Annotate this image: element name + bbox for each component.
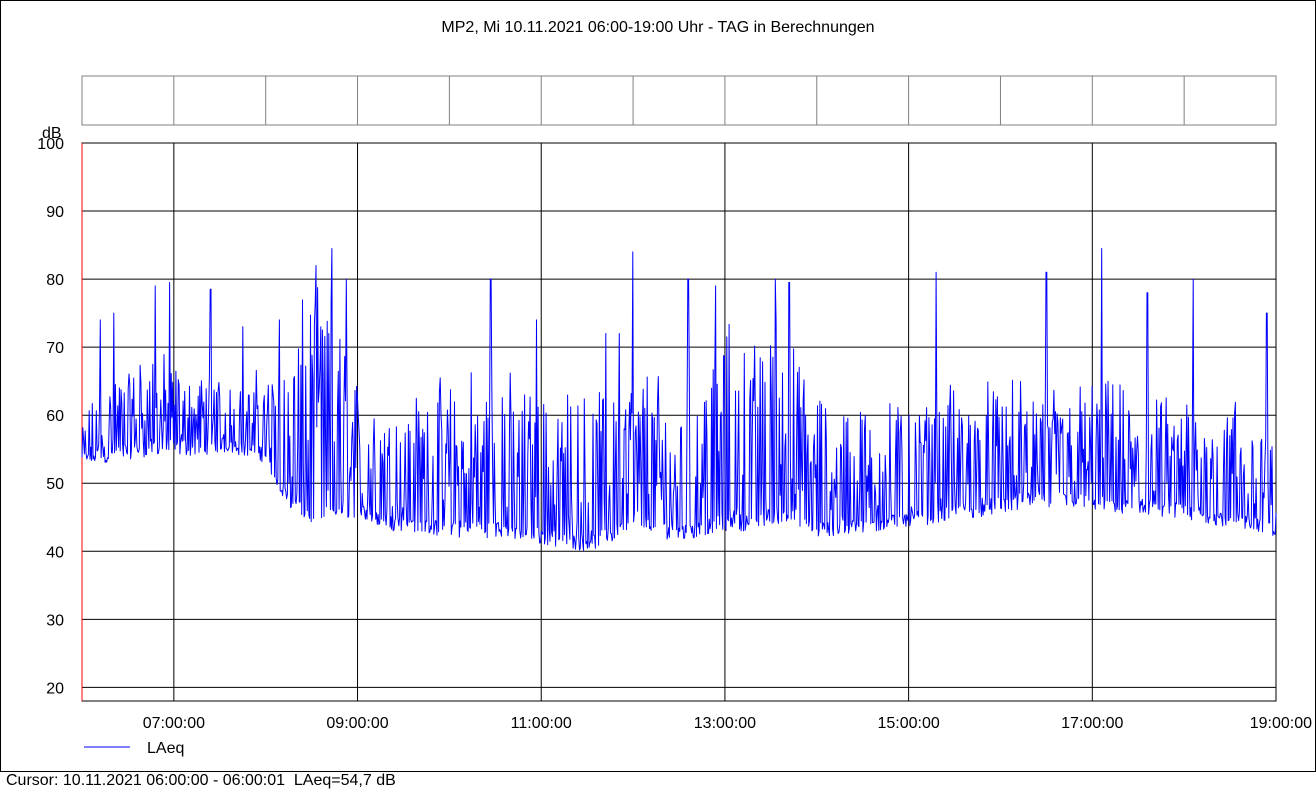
y-tick-label: 30 xyxy=(46,612,64,629)
y-tick-label: 80 xyxy=(46,272,64,289)
y-tick-label: 20 xyxy=(46,680,64,697)
y-tick-label: 50 xyxy=(46,476,64,493)
legend: LAeq xyxy=(84,740,184,757)
y-tick-label: 70 xyxy=(46,340,64,357)
event-strip-frame xyxy=(81,75,1277,126)
y-tick-label: 90 xyxy=(46,204,64,221)
event-strip-dividers xyxy=(173,76,1185,125)
x-tick-label: 13:00:00 xyxy=(694,715,756,732)
x-tick-label: 09:00:00 xyxy=(326,715,388,732)
x-tick-label: 11:00:00 xyxy=(511,715,572,732)
y-tick-labels: 100 90 80 70 60 50 40 30 20 xyxy=(37,136,64,697)
x-tick-label: 17:00:00 xyxy=(1061,715,1123,732)
event-strip xyxy=(81,75,1277,126)
y-axis-label: dB xyxy=(42,125,62,142)
cursor-label: Cursor: 10.11.2021 06:00:00 - 06:00:01 xyxy=(6,772,286,789)
x-tick-label: 19:00:00 xyxy=(1250,715,1312,732)
chart-title: MP2, Mi 10.11.2021 06:00-19:00 Uhr - TAG… xyxy=(441,19,874,36)
y-tick-label: 60 xyxy=(46,408,64,425)
cursor-status: Cursor: 10.11.2021 06:00:00 - 06:00:01 L… xyxy=(6,772,396,790)
cursor-value: LAeq=54,7 dB xyxy=(293,772,396,789)
y-tick-label: 100 xyxy=(37,136,64,153)
y-tick-label: 40 xyxy=(46,544,64,561)
x-tick-labels: 07:00:00 09:00:00 11:00:00 13:00:00 15:00:00… xyxy=(143,715,1312,732)
horizontal-gridlines xyxy=(82,142,1276,688)
series-group xyxy=(81,248,1277,551)
legend-label-laeq: LAeq xyxy=(147,740,184,757)
x-tick-label: 15:00:00 xyxy=(877,715,939,732)
series-line-laeq xyxy=(81,248,1277,551)
x-tick-label: 07:00:00 xyxy=(143,715,205,732)
